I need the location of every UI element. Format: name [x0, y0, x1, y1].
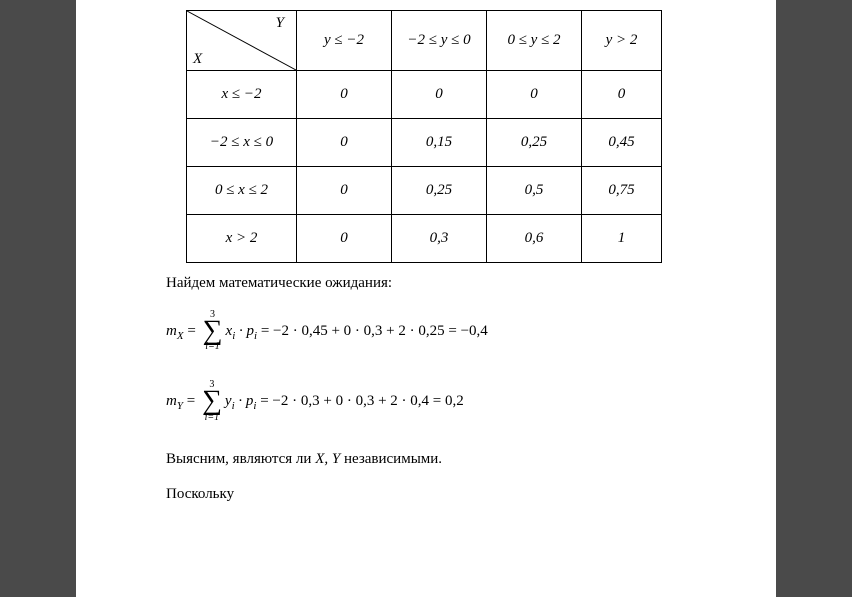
diag-label-x: X: [193, 51, 202, 68]
row-label: 0 ≤ x ≤ 2: [187, 167, 297, 215]
formula-my-rhs: = −2 · 0,3 + 0 · 0,3 + 2 · 0,4 = 0,2: [256, 393, 463, 410]
formula-summand: xi · pi: [226, 323, 258, 340]
formula-my: mY = 3 ∑ i=1 yi · pi = −2 · 0,3 + 0 · 0,…: [166, 380, 706, 422]
table-cell: 0,45: [582, 119, 662, 167]
table-cell: 0,15: [392, 119, 487, 167]
sigma-symbol: ∑: [202, 390, 222, 412]
formula-mx-rhs: = −2 · 0,45 + 0 · 0,3 + 2 · 0,25 = −0,4: [257, 323, 488, 340]
table-cell: 0: [297, 215, 392, 263]
table-cell: 0: [392, 71, 487, 119]
table-cell: 0: [297, 119, 392, 167]
table-cell: 0: [582, 71, 662, 119]
text-independence: Выясним, являются ли X, Y независимыми.: [166, 451, 706, 468]
diag-label-y: Y: [276, 15, 284, 32]
equals-sign: =: [183, 393, 199, 410]
table-cell: 0,75: [582, 167, 662, 215]
probability-table: Y X y ≤ −2 −2 ≤ y ≤ 0 0 ≤ y ≤ 2 y > 2 x …: [186, 10, 662, 263]
table-header-row: Y X y ≤ −2 −2 ≤ y ≤ 0 0 ≤ y ≤ 2 y > 2: [187, 11, 662, 71]
diagonal-header-cell: Y X: [187, 11, 297, 71]
formula-sub: Y: [177, 400, 183, 412]
formula-my-lhs: mY: [166, 393, 183, 410]
table-row: −2 ≤ x ≤ 0 0 0,15 0,25 0,45: [187, 119, 662, 167]
formula-summand: yi · pi: [225, 393, 257, 410]
text-suffix: независимыми.: [340, 451, 442, 467]
table-row: x ≤ −2 0 0 0 0: [187, 71, 662, 119]
row-label: −2 ≤ x ≤ 0: [187, 119, 297, 167]
table-row: x > 2 0 0,3 0,6 1: [187, 215, 662, 263]
text-expectations-intro: Найдем математические ожидания:: [166, 275, 706, 292]
formula-mx: mX = 3 ∑ i=1 xi · pi = −2 · 0,45 + 0 · 0…: [166, 310, 706, 352]
formula-rhs-text: = −2 · 0,45 + 0 · 0,3 + 2 · 0,25 = −0,4: [261, 323, 488, 339]
sigma-symbol: ∑: [203, 320, 223, 342]
text-vars: X, Y: [315, 451, 340, 467]
document-page: Y X y ≤ −2 −2 ≤ y ≤ 0 0 ≤ y ≤ 2 y > 2 x …: [76, 0, 776, 597]
table-cell: 0: [297, 167, 392, 215]
col-header: y > 2: [582, 11, 662, 71]
text-prefix: Выясним, являются ли: [166, 451, 315, 467]
row-label: x > 2: [187, 215, 297, 263]
col-header: −2 ≤ y ≤ 0: [392, 11, 487, 71]
sigma-container: 3 ∑ i=1: [203, 310, 223, 352]
table-cell: 0,6: [487, 215, 582, 263]
table-cell: 0,3: [392, 215, 487, 263]
formula-mx-lhs: mX: [166, 323, 184, 340]
table-cell: 1: [582, 215, 662, 263]
sigma-lower: i=1: [205, 413, 220, 423]
formula-var: m: [166, 393, 177, 409]
table-row: 0 ≤ x ≤ 2 0 0,25 0,5 0,75: [187, 167, 662, 215]
col-header: 0 ≤ y ≤ 2: [487, 11, 582, 71]
table-cell: 0,25: [487, 119, 582, 167]
table-cell: 0,25: [392, 167, 487, 215]
sigma-lower: i=1: [205, 342, 220, 352]
table-cell: 0,5: [487, 167, 582, 215]
sigma-container: 3 ∑ i=1: [202, 380, 222, 422]
col-header: y ≤ −2: [297, 11, 392, 71]
row-label: x ≤ −2: [187, 71, 297, 119]
table-cell: 0: [297, 71, 392, 119]
table-cell: 0: [487, 71, 582, 119]
text-since: Поскольку: [166, 486, 706, 503]
formula-sub: X: [177, 330, 184, 342]
formula-rhs-text: = −2 · 0,3 + 0 · 0,3 + 2 · 0,4 = 0,2: [260, 393, 464, 409]
equals-sign: =: [184, 323, 200, 340]
formula-var: m: [166, 323, 177, 339]
